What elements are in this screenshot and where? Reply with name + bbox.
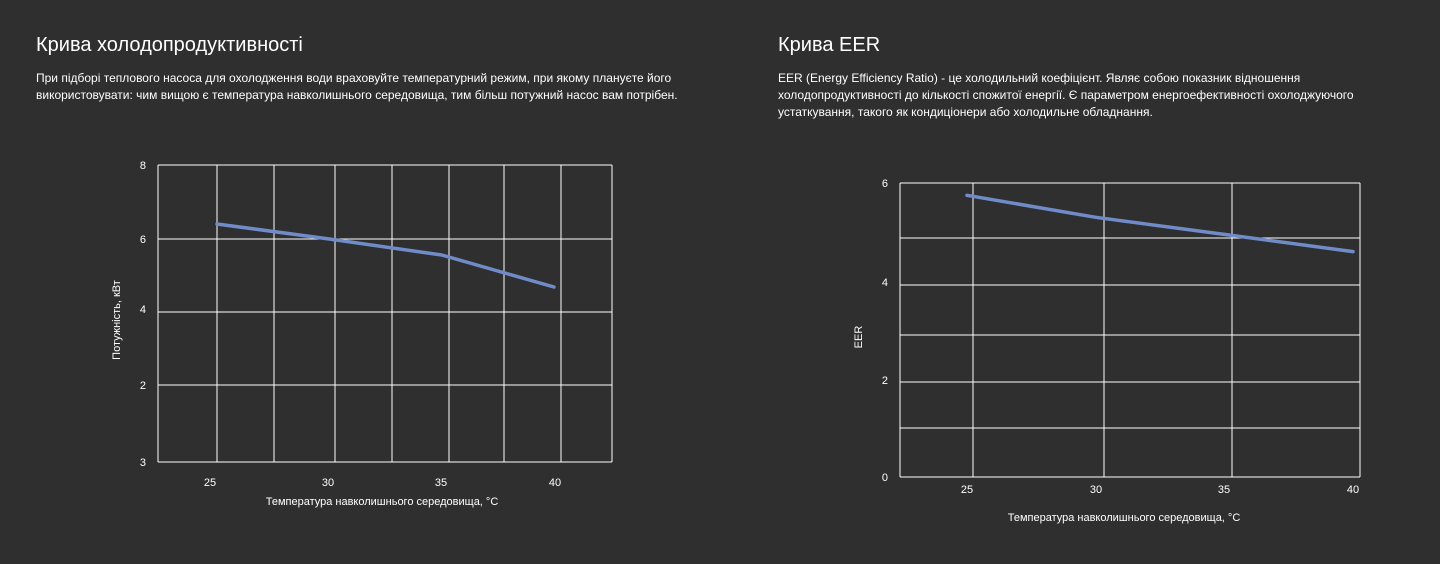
capacity-y-tick-label: 4 <box>140 304 146 316</box>
capacity-x-axis-label: Температура навколишнього середовища, °С <box>266 496 499 508</box>
capacity-x-tick-label: 35 <box>435 477 447 489</box>
eer-x-tick-label: 30 <box>1090 484 1102 496</box>
capacity-y-tick-label: 6 <box>140 234 146 246</box>
eer-series-line-0 <box>965 193 1355 254</box>
capacity-x-tick-label: 40 <box>549 477 561 489</box>
eer-y-tick-label: 2 <box>882 375 888 387</box>
eer-y-tick-label: 6 <box>882 178 888 190</box>
eer-x-axis-label: Температура навколишнього середовища, °С <box>1008 512 1241 524</box>
eer-x-tick-label: 25 <box>961 484 973 496</box>
eer-y-tick-label: 0 <box>882 472 888 484</box>
capacity-y-axis-label: Потужність, кВт <box>111 280 123 360</box>
eer-y-tick-label: 4 <box>882 277 888 289</box>
cooling-capacity-description: При підборі теплового насоса для охолодж… <box>36 71 678 102</box>
eer-description: EER (Energy Efficiency Ratio) - це холод… <box>778 71 1354 119</box>
capacity-y-tick-label: 8 <box>140 160 146 172</box>
eer-x-tick-label: 35 <box>1218 484 1230 496</box>
capacity-y-tick-label: 2 <box>140 380 146 392</box>
capacity-x-tick-label: 30 <box>322 477 334 489</box>
capacity-series-line-0 <box>215 222 556 289</box>
eer-x-tick-label: 40 <box>1347 484 1359 496</box>
cooling-capacity-title: Крива холодопродуктивності <box>36 34 303 56</box>
eer-title: Крива EER <box>778 34 881 56</box>
capacity-x-tick-label: 25 <box>204 477 216 489</box>
capacity-y-tick-label: 3 <box>140 457 146 469</box>
eer-y-axis-label: EER <box>853 326 865 349</box>
